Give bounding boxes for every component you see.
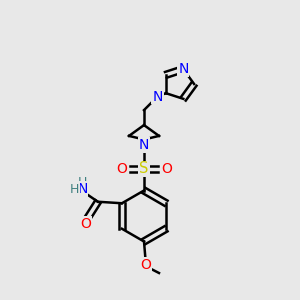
Text: N: N xyxy=(77,182,88,196)
Text: O: O xyxy=(161,162,172,176)
Text: O: O xyxy=(80,217,92,231)
Text: N: N xyxy=(139,138,149,152)
Text: N: N xyxy=(152,90,163,104)
Text: S: S xyxy=(139,161,149,176)
Text: O: O xyxy=(116,162,127,176)
Text: N: N xyxy=(178,62,188,76)
Text: H: H xyxy=(70,183,80,196)
Text: H: H xyxy=(78,176,87,189)
Text: O: O xyxy=(140,258,151,272)
